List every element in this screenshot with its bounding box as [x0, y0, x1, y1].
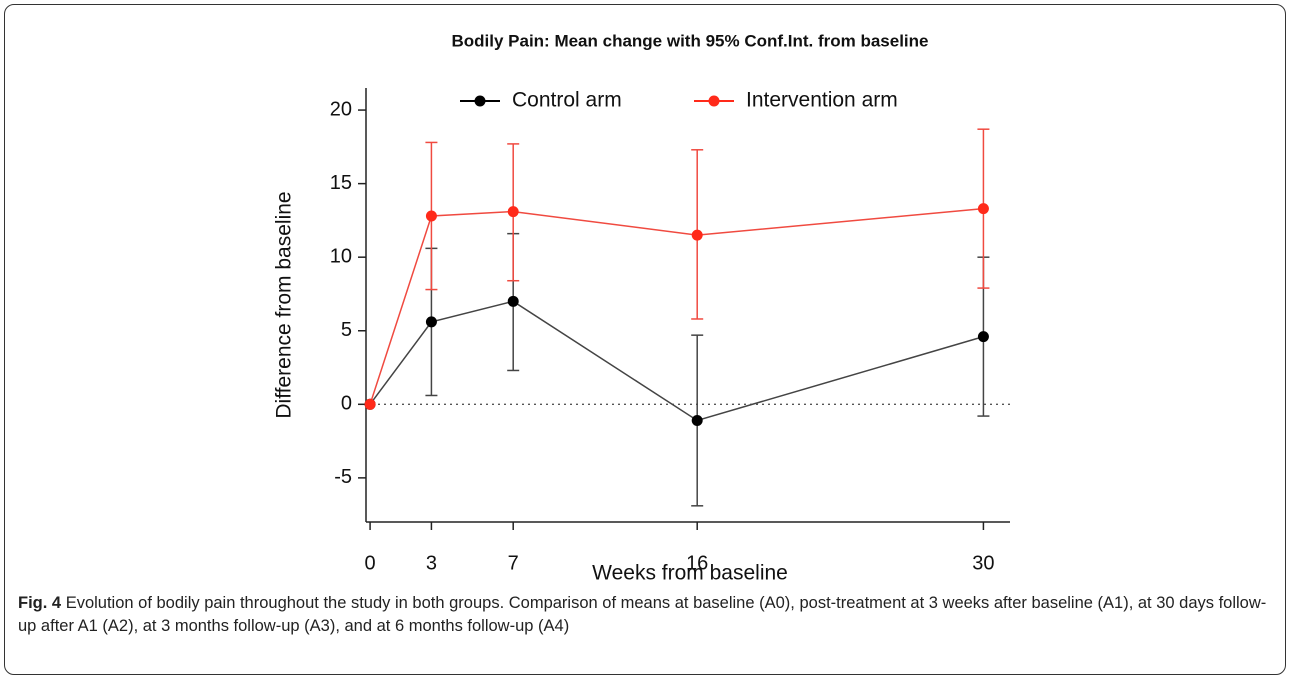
legend-marker: [474, 95, 486, 107]
chart-title: Bodily Pain: Mean change with 95% Conf.I…: [451, 31, 928, 50]
x-tick-label: 16: [686, 552, 708, 574]
caption: Fig. 4 Evolution of bodily pain througho…: [18, 592, 1268, 638]
chart: Bodily Pain: Mean change with 95% Conf.I…: [273, 31, 1010, 585]
x-axis-label: Weeks from baseline: [592, 562, 788, 585]
series-line: [369, 207, 984, 405]
legend-label: Intervention arm: [746, 89, 898, 112]
figure-frame: [4, 4, 1286, 675]
y-tick-label: 5: [341, 319, 352, 341]
y-tick-label: 0: [341, 393, 352, 415]
data-point: [977, 203, 989, 215]
legend-marker: [708, 95, 720, 107]
x-tick-label: 7: [508, 552, 519, 574]
y-tick-label: 10: [330, 245, 352, 267]
caption-text: Evolution of bodily pain throughout the …: [18, 594, 1267, 635]
data-point: [507, 295, 519, 307]
x-tick-label: 30: [972, 552, 994, 574]
y-tick-label: -5: [334, 466, 352, 488]
data-point: [691, 229, 703, 241]
data-point: [691, 414, 703, 426]
y-tick-label: 20: [330, 98, 352, 120]
x-tick-label: 3: [426, 552, 437, 574]
data-point: [507, 206, 519, 218]
legend-label: Control arm: [512, 89, 622, 112]
y-tick-label: 15: [330, 172, 352, 194]
x-tick-label: 0: [365, 552, 376, 574]
data-point: [364, 398, 376, 410]
data-point: [425, 316, 437, 328]
data-point: [977, 331, 989, 343]
series-line: [369, 300, 984, 422]
caption-label: Fig. 4: [18, 594, 62, 612]
data-point: [425, 210, 437, 222]
y-axis-label: Difference from baseline: [273, 191, 296, 418]
